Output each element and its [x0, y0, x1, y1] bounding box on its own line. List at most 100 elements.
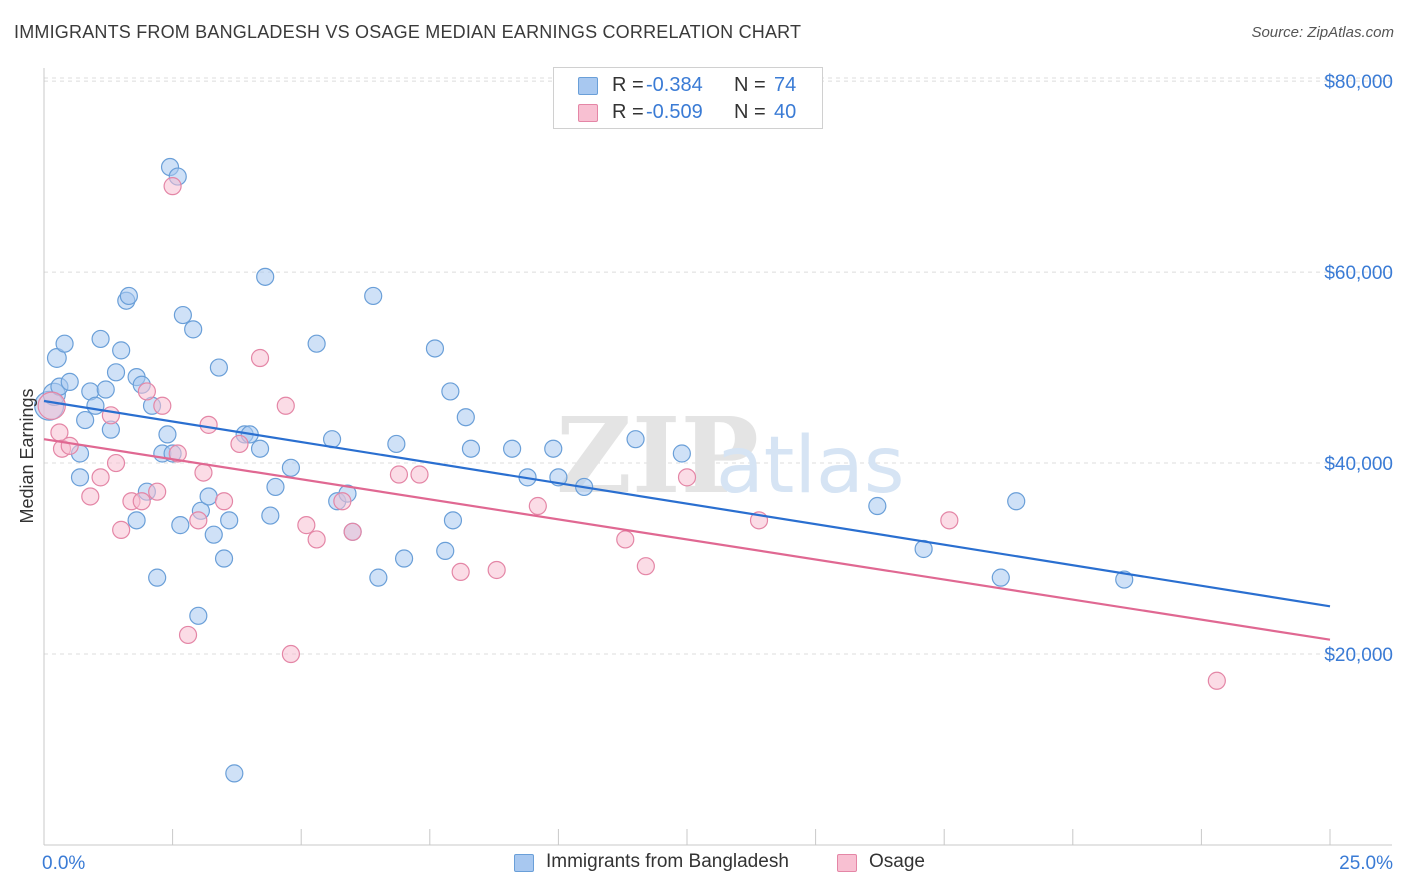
n-value: 40 — [774, 101, 797, 123]
immigrants-point-30 — [184, 320, 203, 339]
osage-point-8 — [112, 520, 131, 539]
axes — [43, 68, 1392, 846]
osage-point-0 — [37, 391, 66, 420]
immigrants-point-44 — [266, 477, 285, 497]
immigrants-point-42 — [256, 267, 275, 286]
osage-point-30 — [410, 465, 429, 484]
immigrants-point-54 — [394, 549, 414, 568]
watermark-zip: ZIP — [556, 394, 759, 517]
r-label: R = — [612, 101, 644, 123]
immigrants-trend-line — [43, 399, 1331, 608]
legend-swatch-osage — [837, 854, 857, 872]
immigrants-point-58 — [443, 511, 463, 530]
immigrants-point-34 — [204, 525, 223, 544]
immigrants-point-46 — [307, 334, 326, 353]
immigrants-point-13 — [106, 363, 126, 382]
osage-point-15 — [168, 444, 187, 463]
immigrants-point-73 — [70, 468, 90, 487]
immigrants-point-11 — [96, 380, 115, 399]
immigrants-point-53 — [387, 434, 406, 454]
immigrants-point-57 — [441, 382, 460, 401]
immigrants-point-24 — [158, 425, 177, 444]
immigrants-point-71 — [1007, 492, 1026, 511]
r-value: -0.384 — [646, 74, 703, 96]
y-axis-label: Median Earnings — [17, 388, 37, 523]
immigrants-point-60 — [461, 439, 481, 458]
x-tick-label-max: 25.0% — [1339, 853, 1393, 874]
osage-point-39 — [1207, 671, 1226, 690]
immigrants-point-28 — [171, 516, 190, 535]
osage-point-27 — [333, 492, 352, 511]
immigrants-point-52 — [369, 568, 388, 587]
series-osage-points — [37, 177, 1226, 690]
r-value: -0.509 — [646, 101, 703, 123]
immigrants-point-2 — [46, 348, 67, 368]
immigrants-point-37 — [220, 511, 239, 530]
osage-point-10 — [132, 492, 151, 511]
osage-point-11 — [137, 382, 156, 401]
immigrants-point-72 — [1115, 570, 1134, 589]
osage-point-26 — [307, 530, 326, 549]
immigrants-point-4 — [55, 334, 74, 353]
immigrants-point-38 — [225, 764, 244, 783]
osage-point-20 — [214, 492, 234, 511]
osage-swatch — [578, 104, 598, 122]
n-value: 74 — [774, 74, 797, 96]
osage-point-35 — [636, 557, 655, 576]
osage-point-3 — [60, 436, 79, 455]
osage-point-31 — [451, 562, 470, 582]
immigrants-swatch — [578, 77, 598, 95]
grid-lines — [44, 77, 1392, 655]
immigrants-point-31 — [189, 606, 208, 625]
immigrants-point-10 — [91, 329, 110, 349]
y-tick-label-1: $40,000 — [1324, 454, 1393, 475]
stats-legend: R = -0.384 N = 74 R = -0.509 N = 40 — [553, 67, 823, 129]
immigrants-point-51 — [364, 286, 383, 306]
chart-title: IMMIGRANTS FROM BANGLADESH VS OSAGE MEDI… — [14, 22, 802, 42]
osage-trend-line — [43, 438, 1331, 641]
immigrants-point-9 — [86, 396, 105, 415]
osage-point-28 — [343, 522, 362, 541]
r-label: R = — [612, 74, 644, 96]
immigrants-point-7 — [76, 410, 95, 430]
immigrants-point-61 — [503, 439, 522, 458]
immigrants-point-67 — [672, 444, 691, 463]
immigrants-point-66 — [626, 430, 645, 449]
osage-point-4 — [81, 487, 100, 506]
osage-point-19 — [199, 415, 218, 434]
immigrants-point-16 — [119, 286, 138, 306]
immigrants-point-45 — [281, 458, 301, 477]
immigrants-point-59 — [456, 408, 475, 427]
osage-point-6 — [101, 406, 120, 425]
osage-point-22 — [250, 348, 270, 368]
watermark: ZIP atlas — [556, 394, 905, 517]
immigrants-point-36 — [214, 549, 234, 568]
immigrants-point-43 — [261, 506, 280, 525]
osage-point-34 — [616, 530, 635, 549]
y-tick-label-2: $60,000 — [1324, 263, 1393, 284]
osage-point-38 — [940, 511, 959, 530]
osage-point-5 — [91, 468, 110, 487]
osage-point-17 — [189, 511, 208, 530]
series-legend: Immigrants from Bangladesh Osage — [0, 851, 1406, 879]
osage-point-18 — [194, 463, 213, 482]
legend-label-osage: Osage — [869, 851, 925, 872]
osage-point-23 — [276, 396, 295, 415]
osage-point-12 — [148, 482, 167, 501]
legend-swatch-immigrants — [514, 854, 534, 872]
immigrants-point-70 — [991, 568, 1010, 587]
trend-lines — [43, 399, 1331, 641]
immigrants-point-33 — [199, 487, 218, 506]
watermark-atlas: atlas — [716, 421, 905, 511]
osage-point-16 — [178, 625, 198, 645]
source-label: Source: ZipAtlas.com — [1251, 24, 1394, 41]
n-label: N = — [734, 101, 766, 123]
immigrants-point-68 — [868, 496, 887, 516]
immigrants-point-18 — [127, 511, 146, 530]
osage-point-33 — [528, 496, 547, 516]
immigrants-point-63 — [544, 439, 563, 458]
osage-point-7 — [106, 453, 126, 473]
y-tick-label-3: $80,000 — [1324, 72, 1393, 93]
tick-labels: $20,000 $40,000 $60,000 $80,000 0.0% 25.0% — [42, 72, 1393, 874]
